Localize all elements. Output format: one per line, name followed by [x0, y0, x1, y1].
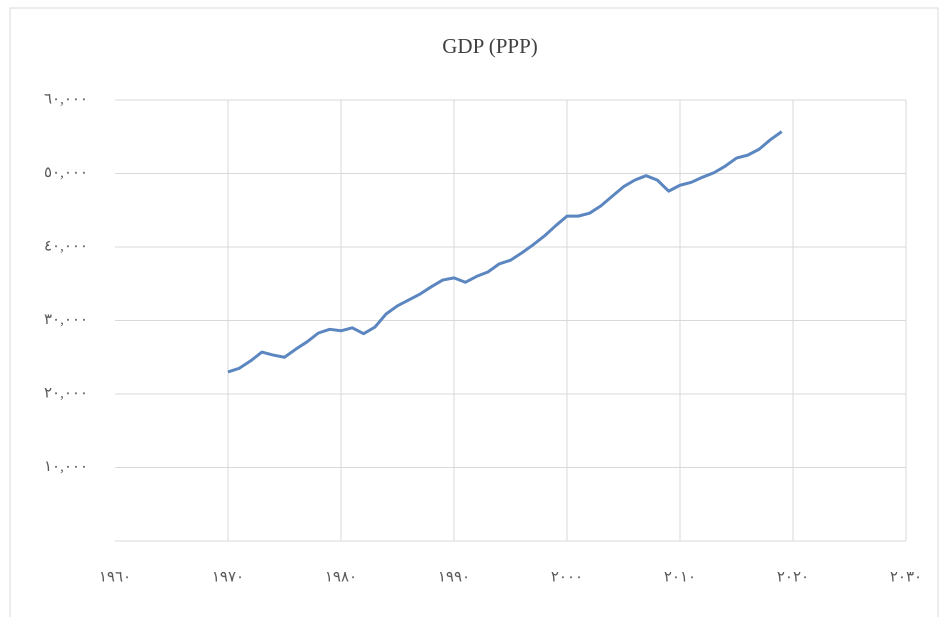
x-tick-label: ٢٠٣٠: [890, 569, 922, 585]
y-tick-label: ٥٠,٠٠٠: [44, 165, 88, 181]
y-tick-label: ١٠,٠٠٠: [44, 459, 88, 475]
chart-frame: [9, 7, 939, 617]
y-tick-label: ٢٠,٠٠٠: [44, 385, 88, 401]
line-series: [227, 130, 783, 374]
x-tick-label: ١٩٧٠: [212, 569, 244, 585]
y-tick-label: ٦٠,٠٠٠: [44, 91, 88, 107]
x-tick-label: ١٩٩٠: [438, 569, 470, 585]
chart-title: GDP (PPP): [442, 34, 538, 58]
x-tick-label: ٢٠١٠: [664, 569, 696, 585]
y-tick-label: ٣٠,٠٠٠: [44, 312, 88, 328]
x-tick-label: ٢٠٠٠: [551, 569, 583, 585]
y-tick-label: ٤٠,٠٠٠: [44, 238, 88, 254]
x-tick-label: ١٩٨٠: [325, 569, 357, 585]
x-tick-label: ٢٠٢٠: [777, 569, 809, 585]
x-tick-label: ١٩٦٠: [99, 569, 131, 585]
